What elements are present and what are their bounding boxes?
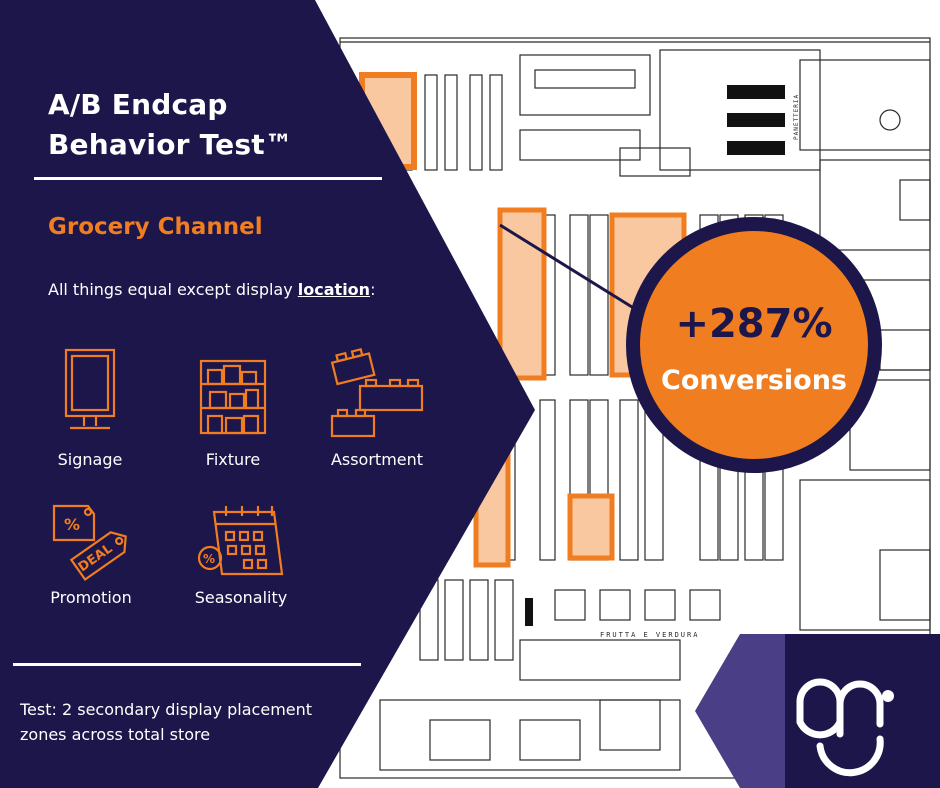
channel-heading: Grocery Channel (48, 214, 263, 240)
logo-arrow-shape (695, 634, 785, 788)
divider-top (34, 177, 382, 180)
result-value: +287% (675, 301, 833, 347)
svg-text:%: % (203, 552, 215, 566)
result-badge: +287% Conversions (626, 217, 882, 473)
svg-text:DEAL: DEAL (76, 541, 116, 575)
footer-line-2: zones across total store (20, 725, 211, 744)
deal-tag-icon: % DEAL (52, 504, 127, 582)
intro-text: All things equal except display location… (48, 280, 375, 299)
intro-prefix: All things equal except display (48, 280, 298, 299)
brand-logo-icon (796, 678, 894, 777)
calendar-icon: % (197, 506, 284, 576)
factor-label-seasonality: Seasonality (194, 588, 288, 607)
footer-line-1: Test: 2 secondary display placement (20, 700, 313, 719)
floorplan-produce-label: FRUTTA E VERDURA (600, 631, 699, 639)
connector-line (499, 223, 641, 314)
factor-label-promotion: Promotion (50, 588, 132, 607)
fixture-shelf-icon (199, 359, 267, 435)
signage-icon (64, 348, 116, 430)
intro-suffix: : (370, 280, 376, 299)
factor-label-assortment: Assortment (330, 450, 424, 469)
divider-bottom (13, 663, 361, 666)
factor-label-fixture: Fixture (205, 450, 261, 469)
intro-emphasis: location (297, 280, 371, 299)
result-label: Conversions (661, 365, 847, 396)
svg-text:%: % (64, 515, 80, 534)
floorplan-bakery-label: PANETTERIA (793, 94, 800, 140)
title-line-2: Behavior Test™ (48, 128, 294, 161)
title-line-1: A/B Endcap (48, 88, 228, 121)
factor-label-signage: Signage (57, 450, 123, 469)
assortment-blocks-icon (330, 347, 424, 438)
